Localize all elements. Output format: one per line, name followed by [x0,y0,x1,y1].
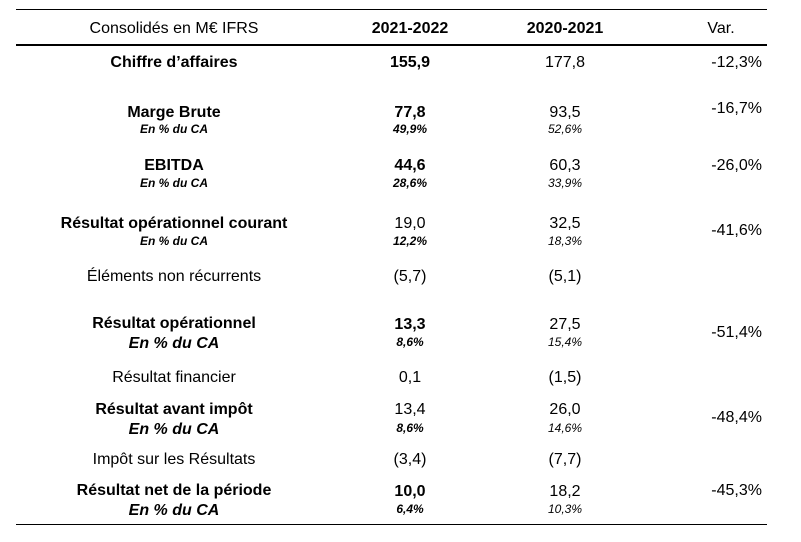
row-label: Éléments non récurrents [86,268,262,285]
row-variation: -16,7% [711,100,762,117]
row-value-2021-2022: (5,7) [393,268,427,285]
row-value-2021-2022: (3,4) [393,451,427,468]
header-col-2021-2022: 2021-2022 [371,20,449,37]
row-pct-2020-2021: 33,9% [547,176,583,190]
row-label: Impôt sur les Résultats [92,451,256,468]
row-label: Résultat opérationnel courant [60,215,288,232]
row-value-2020-2021: 18,2 [549,483,581,500]
row-pct-2020-2021: 14,6% [547,421,583,435]
row-value-2021-2022: 19,0 [394,215,426,232]
row-value-2021-2022: 0,1 [398,369,422,386]
row-sublabel: En % du CA [128,502,220,519]
top-rule [16,9,767,10]
row-value-2020-2021: (1,5) [548,369,582,386]
header-rule [16,44,767,46]
row-pct-2020-2021: 15,4% [547,335,583,349]
row-pct-2020-2021: 52,6% [547,122,583,136]
row-value-2020-2021: 27,5 [549,316,581,333]
row-label: EBITDA [144,157,204,174]
row-sublabel: En % du CA [140,122,208,136]
row-value-2021-2022: 10,0 [394,483,426,500]
row-pct-2021-2022: 6,4% [396,502,424,516]
row-pct-2021-2022: 12,2% [392,234,428,248]
row-variation: -26,0% [711,157,762,174]
row-value-2021-2022: 77,8 [394,104,426,121]
row-variation: -45,3% [711,482,762,499]
row-value-2021-2022: 155,9 [389,54,431,71]
row-value-2020-2021: (7,7) [548,451,582,468]
row-value-2020-2021: 32,5 [549,215,581,232]
row-pct-2021-2022: 28,6% [392,176,428,190]
row-label: Marge Brute [127,104,221,121]
row-pct-2020-2021: 10,3% [547,502,583,516]
row-pct-2021-2022: 8,6% [396,421,424,435]
row-value-2020-2021: 177,8 [544,54,586,71]
row-sublabel: En % du CA [128,335,220,352]
row-sublabel: En % du CA [128,421,220,438]
row-pct-2020-2021: 18,3% [547,234,583,248]
bottom-rule [16,524,767,525]
row-variation: -51,4% [711,324,762,341]
row-label: Chiffre d’affaires [110,54,238,71]
row-label: Résultat financier [112,369,236,386]
row-value-2021-2022: 44,6 [394,157,426,174]
row-value-2020-2021: 60,3 [549,157,581,174]
row-value-2020-2021: 26,0 [549,401,581,418]
row-value-2021-2022: 13,4 [394,401,426,418]
row-variation: -41,6% [711,222,762,239]
row-variation: -48,4% [711,409,762,426]
row-sublabel: En % du CA [140,176,208,190]
row-pct-2021-2022: 49,9% [392,122,428,136]
row-label: Résultat net de la période [76,482,272,499]
row-pct-2021-2022: 8,6% [396,335,424,349]
row-value-2021-2022: 13,3 [394,316,426,333]
row-value-2020-2021: (5,1) [548,268,582,285]
header-label: Consolidés en M€ IFRS [89,20,259,37]
header-var: Var. [707,20,735,37]
header-col-2020-2021: 2020-2021 [526,20,604,37]
row-sublabel: En % du CA [140,234,208,248]
row-value-2020-2021: 93,5 [549,104,581,121]
row-label: Résultat opérationnel [92,315,256,332]
row-label: Résultat avant impôt [95,401,253,418]
row-variation: -12,3% [711,54,762,71]
